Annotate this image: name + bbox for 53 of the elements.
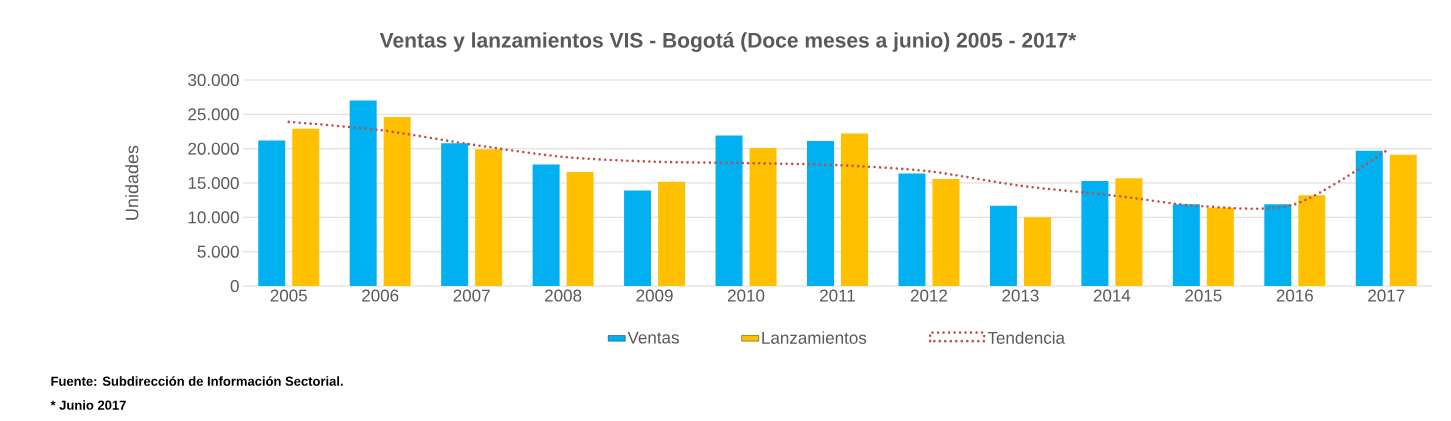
x-tick-label: 2009 [636, 289, 673, 302]
bar [1206, 207, 1234, 286]
bar [1389, 154, 1417, 286]
x-tick-label: 2006 [362, 289, 399, 302]
x-tick-label: 2015 [1185, 289, 1222, 302]
bar [349, 100, 377, 286]
x-tick-label: 2010 [728, 289, 765, 302]
x-tick-label: 2005 [270, 289, 307, 302]
bar [1081, 180, 1109, 286]
y-tick-label: 10.000 [188, 211, 239, 224]
y-tick-label: 25.000 [188, 108, 239, 121]
bar [624, 190, 652, 286]
bar [932, 178, 960, 286]
bar [715, 135, 743, 286]
bar [1264, 204, 1292, 286]
bar [989, 205, 1017, 286]
x-tick-label: 2012 [910, 289, 948, 302]
bar [1355, 150, 1383, 286]
x-tick-label: 2013 [1002, 289, 1039, 302]
y-tick-label: 15.000 [188, 176, 239, 190]
y-tick-label: 30.000 [188, 73, 239, 87]
bar [1172, 204, 1200, 286]
bar [441, 143, 469, 286]
y-tick-label: 20.000 [188, 142, 239, 155]
y-axis-title: Unidades [125, 145, 139, 220]
y-tick-label: 5.000 [197, 245, 239, 258]
bar [841, 133, 869, 286]
bar [292, 128, 320, 286]
x-tick-label: 2011 [820, 289, 855, 302]
bar [807, 141, 835, 286]
bar [258, 140, 286, 286]
x-tick-label: 2007 [453, 289, 490, 302]
bar [658, 181, 686, 286]
x-tick-label: 2017 [1368, 289, 1405, 302]
bar [1298, 195, 1326, 286]
bar [1115, 178, 1143, 286]
y-tick-label: 0 [230, 279, 239, 293]
x-tick-label: 2016 [1276, 289, 1313, 302]
source-note: Fuente: Subdirección de Información Sectorial. [51, 376, 343, 386]
chart-title: Ventas y lanzamientos VIS - Bogotá (Doce meses a junio) 2005 - 2017* [379, 32, 1077, 52]
legend-label: Tendencia [987, 331, 1065, 344]
bar [749, 147, 777, 286]
legend-label: Lanzamientos [762, 331, 867, 344]
legend-label: Ventas [627, 331, 679, 344]
bar [566, 172, 594, 286]
bar [475, 149, 503, 286]
x-tick-label: 2008 [545, 289, 582, 302]
bar [532, 164, 560, 286]
bar [1023, 217, 1051, 286]
bar [898, 173, 926, 286]
x-tick-label: 2014 [1093, 289, 1131, 302]
bar [383, 117, 411, 286]
text: * Junio 2017 [50, 400, 126, 410]
